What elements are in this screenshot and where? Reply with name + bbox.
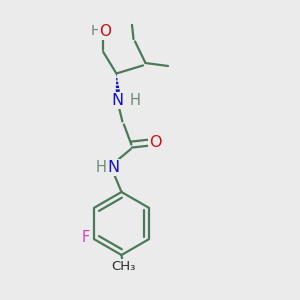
Text: O: O: [149, 135, 162, 150]
Text: H: H: [96, 160, 106, 175]
Text: F: F: [82, 230, 90, 245]
Text: H: H: [91, 25, 101, 38]
Text: CH₃: CH₃: [111, 260, 135, 273]
Text: N: N: [112, 93, 124, 108]
Text: O: O: [100, 24, 112, 39]
Text: N: N: [107, 160, 119, 175]
Text: H: H: [130, 93, 140, 108]
